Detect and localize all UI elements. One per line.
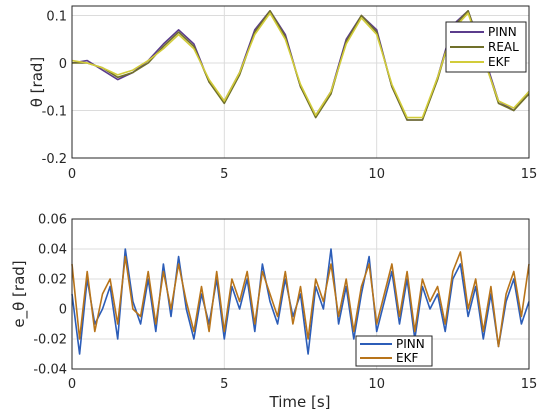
error-legend: PINN EKF	[355, 335, 433, 367]
y-tick-label: 0.1	[46, 10, 67, 25]
theta-axes: 0 5 10 15 -0.2 -0.1 0 0.1 θ [rad] PINN R…	[28, 5, 537, 182]
error-x-ticks: 0 5 10 15	[68, 377, 537, 392]
error-axes-box	[71, 218, 530, 370]
x-tick-label: 15	[521, 167, 538, 182]
error-y-ticks: -0.04 -0.02 0 0.02 0.04 0.06	[33, 213, 67, 378]
x-tick-label: 5	[220, 377, 228, 392]
theta-x-ticks: 0 5 10 15	[68, 167, 537, 182]
error-series	[71, 248, 530, 355]
y-tick-label: -0.2	[42, 152, 67, 167]
theta-y-axis-label: θ [rad]	[28, 57, 46, 108]
legend-label-pinn: PINN	[396, 337, 425, 351]
theta-legend: PINN REAL EKF	[445, 21, 527, 73]
series-line-pinn	[71, 248, 530, 355]
y-tick-label: 0.06	[38, 213, 67, 228]
y-tick-label: 0	[59, 57, 67, 72]
x-tick-label: 10	[368, 377, 385, 392]
y-tick-label: 0	[59, 303, 67, 318]
legend-label-real: REAL	[488, 40, 519, 54]
theta-axes-box	[71, 5, 530, 159]
error-y-axis-label: e_θ [rad]	[10, 260, 29, 327]
x-tick-label: 0	[68, 167, 76, 182]
y-tick-label: 0.04	[38, 243, 67, 258]
x-tick-label: 15	[521, 377, 538, 392]
x-tick-label: 5	[220, 167, 228, 182]
legend-box	[355, 335, 433, 367]
x-tick-label: 10	[368, 167, 385, 182]
series-line-ekf	[71, 251, 530, 348]
y-tick-label: -0.04	[33, 363, 67, 378]
y-tick-label: -0.02	[33, 333, 67, 348]
error-x-axis-label: Time [s]	[269, 393, 331, 411]
y-tick-label: -0.1	[42, 105, 67, 120]
x-tick-label: 0	[68, 377, 76, 392]
theta-y-ticks: -0.2 -0.1 0 0.1	[42, 10, 67, 168]
legend-label-pinn: PINN	[488, 25, 517, 39]
legend-label-ekf: EKF	[488, 55, 510, 69]
y-tick-label: 0.02	[38, 273, 67, 288]
error-axes: 0 5 10 15 -0.04 -0.02 0 0.02 0.04 0.06 e…	[10, 213, 537, 412]
legend-label-ekf: EKF	[396, 351, 418, 365]
